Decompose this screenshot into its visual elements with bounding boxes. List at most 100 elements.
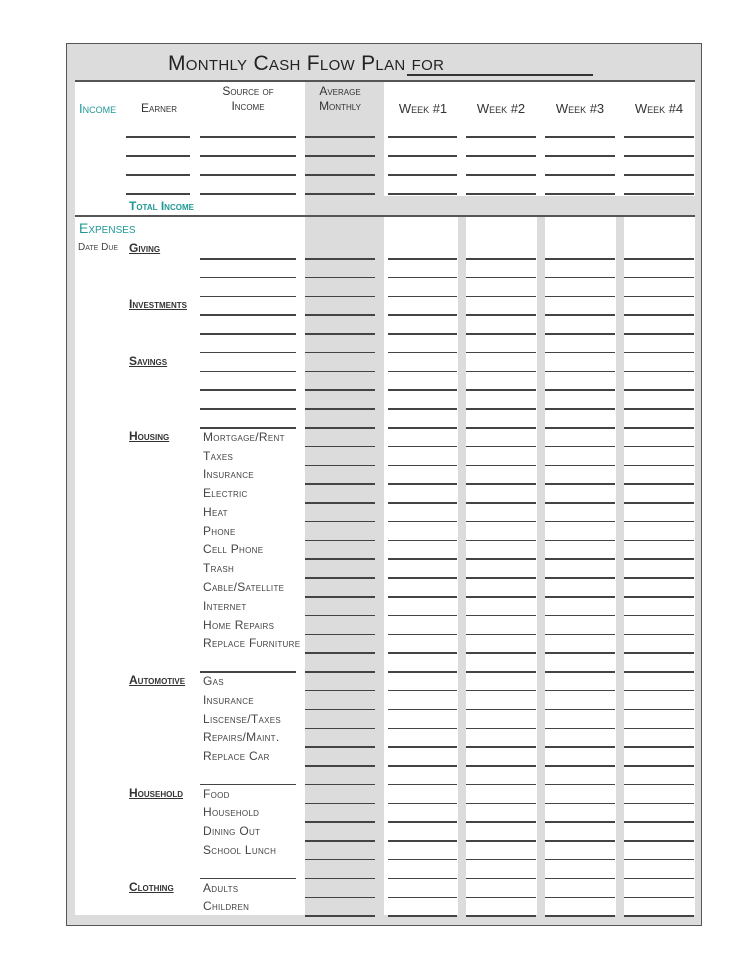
expense-week1-field[interactable] — [388, 295, 457, 298]
expense-week3-field[interactable] — [545, 708, 615, 711]
expense-week4-field[interactable] — [624, 821, 694, 823]
expense-week1-field[interactable] — [388, 370, 457, 373]
expense-week4-field[interactable] — [624, 802, 694, 805]
expense-week4-field[interactable] — [624, 258, 694, 260]
expense-week3-field[interactable] — [545, 915, 615, 917]
expense-week4-field[interactable] — [624, 577, 694, 579]
expense-week2-field[interactable] — [466, 577, 536, 579]
expense-average-field[interactable] — [305, 802, 375, 805]
expense-average-field[interactable] — [305, 483, 375, 485]
expense-week1-field[interactable] — [388, 577, 457, 579]
income-source-field[interactable] — [200, 193, 296, 195]
expense-week2-field[interactable] — [466, 295, 536, 298]
expense-week2-field[interactable] — [466, 389, 536, 391]
expense-week4-field[interactable] — [624, 483, 694, 485]
expense-week3-field[interactable] — [545, 370, 615, 373]
expense-week1-field[interactable] — [388, 276, 457, 279]
expense-average-field[interactable] — [305, 333, 375, 335]
earner-field[interactable] — [126, 193, 190, 195]
expense-week1-field[interactable] — [388, 483, 457, 485]
expense-week1-field[interactable] — [388, 671, 457, 673]
expense-week3-field[interactable] — [545, 389, 615, 391]
expense-week2-field[interactable] — [466, 896, 536, 899]
expense-week4-field[interactable] — [624, 314, 694, 316]
expense-week4-field[interactable] — [624, 858, 694, 861]
earner-field[interactable] — [126, 155, 190, 157]
expense-week3-field[interactable] — [545, 614, 615, 617]
expense-average-field[interactable] — [305, 840, 375, 842]
expense-source-field[interactable] — [200, 370, 296, 373]
expense-week1-field[interactable] — [388, 539, 457, 542]
expense-average-field[interactable] — [305, 877, 375, 880]
expense-week3-field[interactable] — [545, 821, 615, 823]
expense-week4-field[interactable] — [624, 333, 694, 335]
expense-average-field[interactable] — [305, 596, 375, 598]
expense-week3-field[interactable] — [545, 539, 615, 542]
expense-week3-field[interactable] — [545, 727, 615, 729]
expense-week2-field[interactable] — [466, 840, 536, 842]
expense-week3-field[interactable] — [545, 802, 615, 805]
expense-average-field[interactable] — [305, 577, 375, 579]
income-average-field[interactable] — [305, 174, 375, 176]
expense-week4-field[interactable] — [624, 558, 694, 560]
income-week1-field[interactable] — [388, 155, 457, 157]
expense-week2-field[interactable] — [466, 783, 536, 786]
expense-source-field[interactable] — [200, 351, 296, 354]
expense-week4-field[interactable] — [624, 389, 694, 391]
expense-week1-field[interactable] — [388, 314, 457, 316]
expense-week4-field[interactable] — [624, 295, 694, 298]
income-week1-field[interactable] — [388, 174, 457, 176]
expense-week1-field[interactable] — [388, 633, 457, 636]
expense-week2-field[interactable] — [466, 539, 536, 542]
expense-week3-field[interactable] — [545, 408, 615, 410]
expense-week1-field[interactable] — [388, 840, 457, 842]
expense-average-field[interactable] — [305, 821, 375, 823]
income-source-field[interactable] — [200, 174, 296, 176]
income-week1-field[interactable] — [388, 136, 457, 138]
expense-week2-field[interactable] — [466, 427, 536, 429]
expense-week1-field[interactable] — [388, 765, 457, 767]
expense-week1-field[interactable] — [388, 858, 457, 861]
expense-average-field[interactable] — [305, 858, 375, 861]
expense-week3-field[interactable] — [545, 652, 615, 654]
expense-week4-field[interactable] — [624, 652, 694, 654]
expense-average-field[interactable] — [305, 765, 375, 767]
expense-week1-field[interactable] — [388, 821, 457, 823]
expense-average-field[interactable] — [305, 445, 375, 448]
expense-week2-field[interactable] — [466, 351, 536, 354]
expense-average-field[interactable] — [305, 614, 375, 617]
expense-week4-field[interactable] — [624, 502, 694, 504]
expense-week2-field[interactable] — [466, 727, 536, 729]
expense-average-field[interactable] — [305, 708, 375, 711]
expense-week3-field[interactable] — [545, 840, 615, 842]
expense-week4-field[interactable] — [624, 840, 694, 842]
expense-week4-field[interactable] — [624, 727, 694, 729]
expense-week2-field[interactable] — [466, 689, 536, 692]
expense-source-field[interactable] — [200, 314, 296, 316]
expense-week4-field[interactable] — [624, 445, 694, 448]
expense-average-field[interactable] — [305, 783, 375, 786]
earner-field[interactable] — [126, 136, 190, 138]
income-week2-field[interactable] — [466, 193, 536, 195]
expense-week3-field[interactable] — [545, 671, 615, 673]
expense-source-field[interactable] — [200, 276, 296, 279]
income-week2-field[interactable] — [466, 174, 536, 176]
expense-week4-field[interactable] — [624, 708, 694, 711]
expense-week4-field[interactable] — [624, 614, 694, 617]
expense-week3-field[interactable] — [545, 783, 615, 786]
expense-week3-field[interactable] — [545, 633, 615, 636]
expense-average-field[interactable] — [305, 370, 375, 373]
expense-average-field[interactable] — [305, 295, 375, 298]
income-week2-field[interactable] — [466, 155, 536, 157]
expense-week2-field[interactable] — [466, 802, 536, 805]
expense-week1-field[interactable] — [388, 351, 457, 354]
expense-week4-field[interactable] — [624, 689, 694, 692]
expense-average-field[interactable] — [305, 539, 375, 542]
expense-average-field[interactable] — [305, 746, 375, 748]
expense-average-field[interactable] — [305, 915, 375, 917]
expense-week2-field[interactable] — [466, 258, 536, 260]
expense-week2-field[interactable] — [466, 445, 536, 448]
expense-week3-field[interactable] — [545, 314, 615, 316]
expense-week1-field[interactable] — [388, 915, 457, 917]
expense-average-field[interactable] — [305, 896, 375, 899]
